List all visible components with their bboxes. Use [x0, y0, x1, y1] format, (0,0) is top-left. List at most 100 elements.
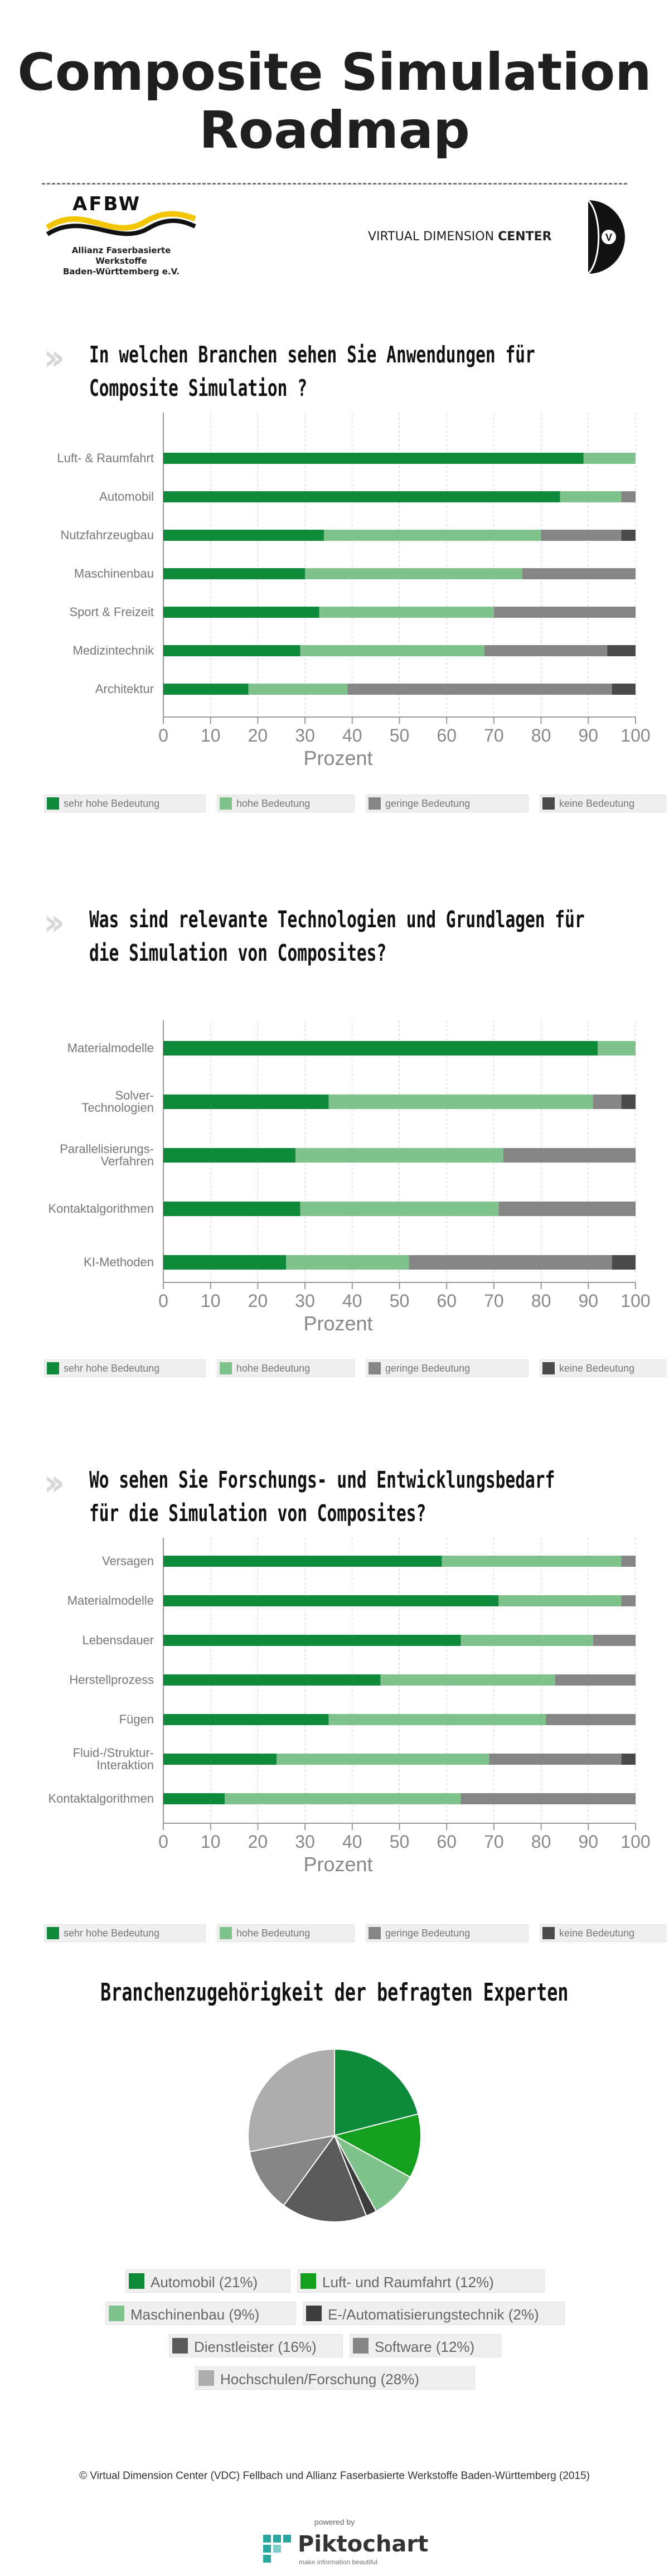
category-label: Herstellprozess [69, 1673, 154, 1687]
x-tick-label: 70 [484, 725, 504, 745]
piktochart-logo: Piktochart make information beautiful [262, 2529, 428, 2568]
x-axis-label: Prozent [303, 1853, 372, 1876]
legend-swatch [47, 1362, 59, 1374]
bar-segment [163, 1255, 287, 1270]
vdc-emblem-icon: V [587, 199, 625, 275]
category-label: Lebensdauer [83, 1633, 154, 1647]
bar-segment [163, 684, 249, 695]
bar-segment [328, 1714, 546, 1725]
chart2-title: Was sind relevante Technologien und Grun… [89, 903, 585, 970]
pie-legend-swatch [306, 2306, 322, 2321]
legend-swatch [369, 1362, 381, 1374]
x-tick-label: 60 [437, 1832, 457, 1852]
page-title-line2: Roadmap [199, 100, 470, 160]
x-tick-label: 10 [201, 1291, 221, 1311]
category-label: Architektur [95, 682, 154, 696]
chart3-svg: Versagen Materialmodelle Lebensdauer Herste… [48, 1538, 651, 1876]
pie-slice [333, 2113, 421, 2178]
category-label: Maschinenbau [74, 566, 154, 580]
chevron-double-right-icon: ›› [43, 1463, 65, 1504]
bar-segment [225, 1793, 461, 1804]
legend-item: geringe Bedeutung [366, 1359, 529, 1377]
bar-segment [163, 1595, 499, 1606]
x-tick-label: 60 [437, 725, 457, 745]
x-tick-label: 100 [620, 1291, 650, 1311]
pie-slice [333, 2134, 411, 2212]
legend-item: sehr hohe Bedeutung [44, 1924, 206, 1942]
piktochart-tagline: make information beautiful [299, 2558, 377, 2566]
bar-segment [607, 645, 636, 656]
bar-segment [493, 607, 636, 618]
category-label: Medizintechnik [72, 643, 154, 657]
bar-segment [323, 530, 541, 541]
chart1-title-line2: Composite Simulation ? [89, 375, 308, 401]
legend-item: hohe Bedeutung [217, 795, 355, 812]
bar-segment [522, 568, 636, 579]
x-tick-label: 80 [531, 1832, 551, 1852]
category-label: Kontaktalgorithmen [48, 1202, 154, 1216]
chart2-svg: Materialmodelle Solver-Technologien Parall… [48, 1020, 651, 1335]
bar-segment [555, 1674, 636, 1686]
x-tick-label: 0 [158, 1291, 168, 1311]
x-tick-label: 90 [579, 1832, 599, 1852]
x-tick-label: 80 [531, 1291, 551, 1311]
pie-legend-swatch [198, 2370, 214, 2386]
pie-title: Branchenzugehörigkeit der befragten Expe… [0, 1978, 669, 2007]
legend-item: sehr hohe Bedeutung [44, 1359, 206, 1377]
legend-swatch [369, 797, 381, 810]
category-label: Automobil [99, 490, 154, 503]
bar-segment [319, 607, 494, 618]
piktochart-name: Piktochart [298, 2531, 429, 2557]
pie-legend-item: E-/Automatisierungstechnik (2%) [303, 2302, 565, 2325]
x-tick-label: 70 [484, 1832, 504, 1852]
bar-segment [305, 568, 522, 579]
bar-segment [163, 568, 306, 579]
bar-segment [503, 1148, 636, 1163]
bar-segment [621, 1595, 636, 1606]
category-label: Sport & Freizeit [69, 605, 154, 619]
legend-label: geringe Bedeutung [385, 1363, 471, 1374]
afbw-logo-swoosh [46, 211, 196, 236]
bar-segment [163, 1793, 225, 1804]
vdc-logo: VIRTUAL DIMENSION CENTER V [368, 198, 630, 276]
x-tick-label: 50 [390, 725, 410, 745]
bar-segment [300, 1202, 499, 1216]
pie-legend-item: Automobil (21%) [125, 2269, 290, 2293]
category-label: Technologien [81, 1101, 154, 1115]
x-tick-label: 40 [342, 1291, 362, 1311]
bar-segment [300, 645, 484, 656]
legend-label: keine Bedeutung [559, 1928, 635, 1939]
bar-segment [560, 491, 622, 502]
bar-segment [163, 453, 584, 464]
bar-segment [163, 607, 319, 618]
bar-segment [328, 1095, 593, 1109]
afbw-subtitle-line2: Baden-Württemberg e.V. [63, 267, 180, 277]
bar-segment [442, 1556, 622, 1567]
legend-swatch [542, 797, 555, 810]
bar-segment [498, 1595, 622, 1606]
bar-segment [583, 453, 636, 464]
bar-segment [621, 491, 636, 502]
legend-label: hohe Bedeutung [236, 1363, 311, 1374]
bar-segment [621, 1754, 636, 1765]
pie-slice [334, 2048, 419, 2137]
x-tick-label: 0 [158, 725, 168, 745]
legend-label: keine Bedeutung [559, 798, 635, 809]
pie-svg [248, 2048, 421, 2222]
legend-swatch [542, 1927, 555, 1939]
pie-legend-swatch [300, 2273, 316, 2289]
legend-swatch [220, 797, 232, 810]
legend-item: geringe Bedeutung [366, 795, 529, 812]
category-label: Verfahren [101, 1154, 154, 1168]
bar-segment [163, 645, 300, 656]
x-tick-label: 40 [342, 725, 362, 745]
afbw-name: AFBW [72, 193, 142, 215]
pie-legend-item: Dienstleister (16%) [169, 2334, 343, 2357]
bar-segment [248, 684, 348, 695]
legend-swatch [47, 797, 59, 810]
chevron-double-right-icon: ›› [43, 337, 65, 379]
bar-segment [163, 1635, 461, 1646]
chart1-title: In welchen Branchen sehen Sie Anwendunge… [89, 338, 535, 405]
x-tick-label: 10 [201, 725, 221, 745]
pie-legend-swatch [353, 2338, 369, 2354]
